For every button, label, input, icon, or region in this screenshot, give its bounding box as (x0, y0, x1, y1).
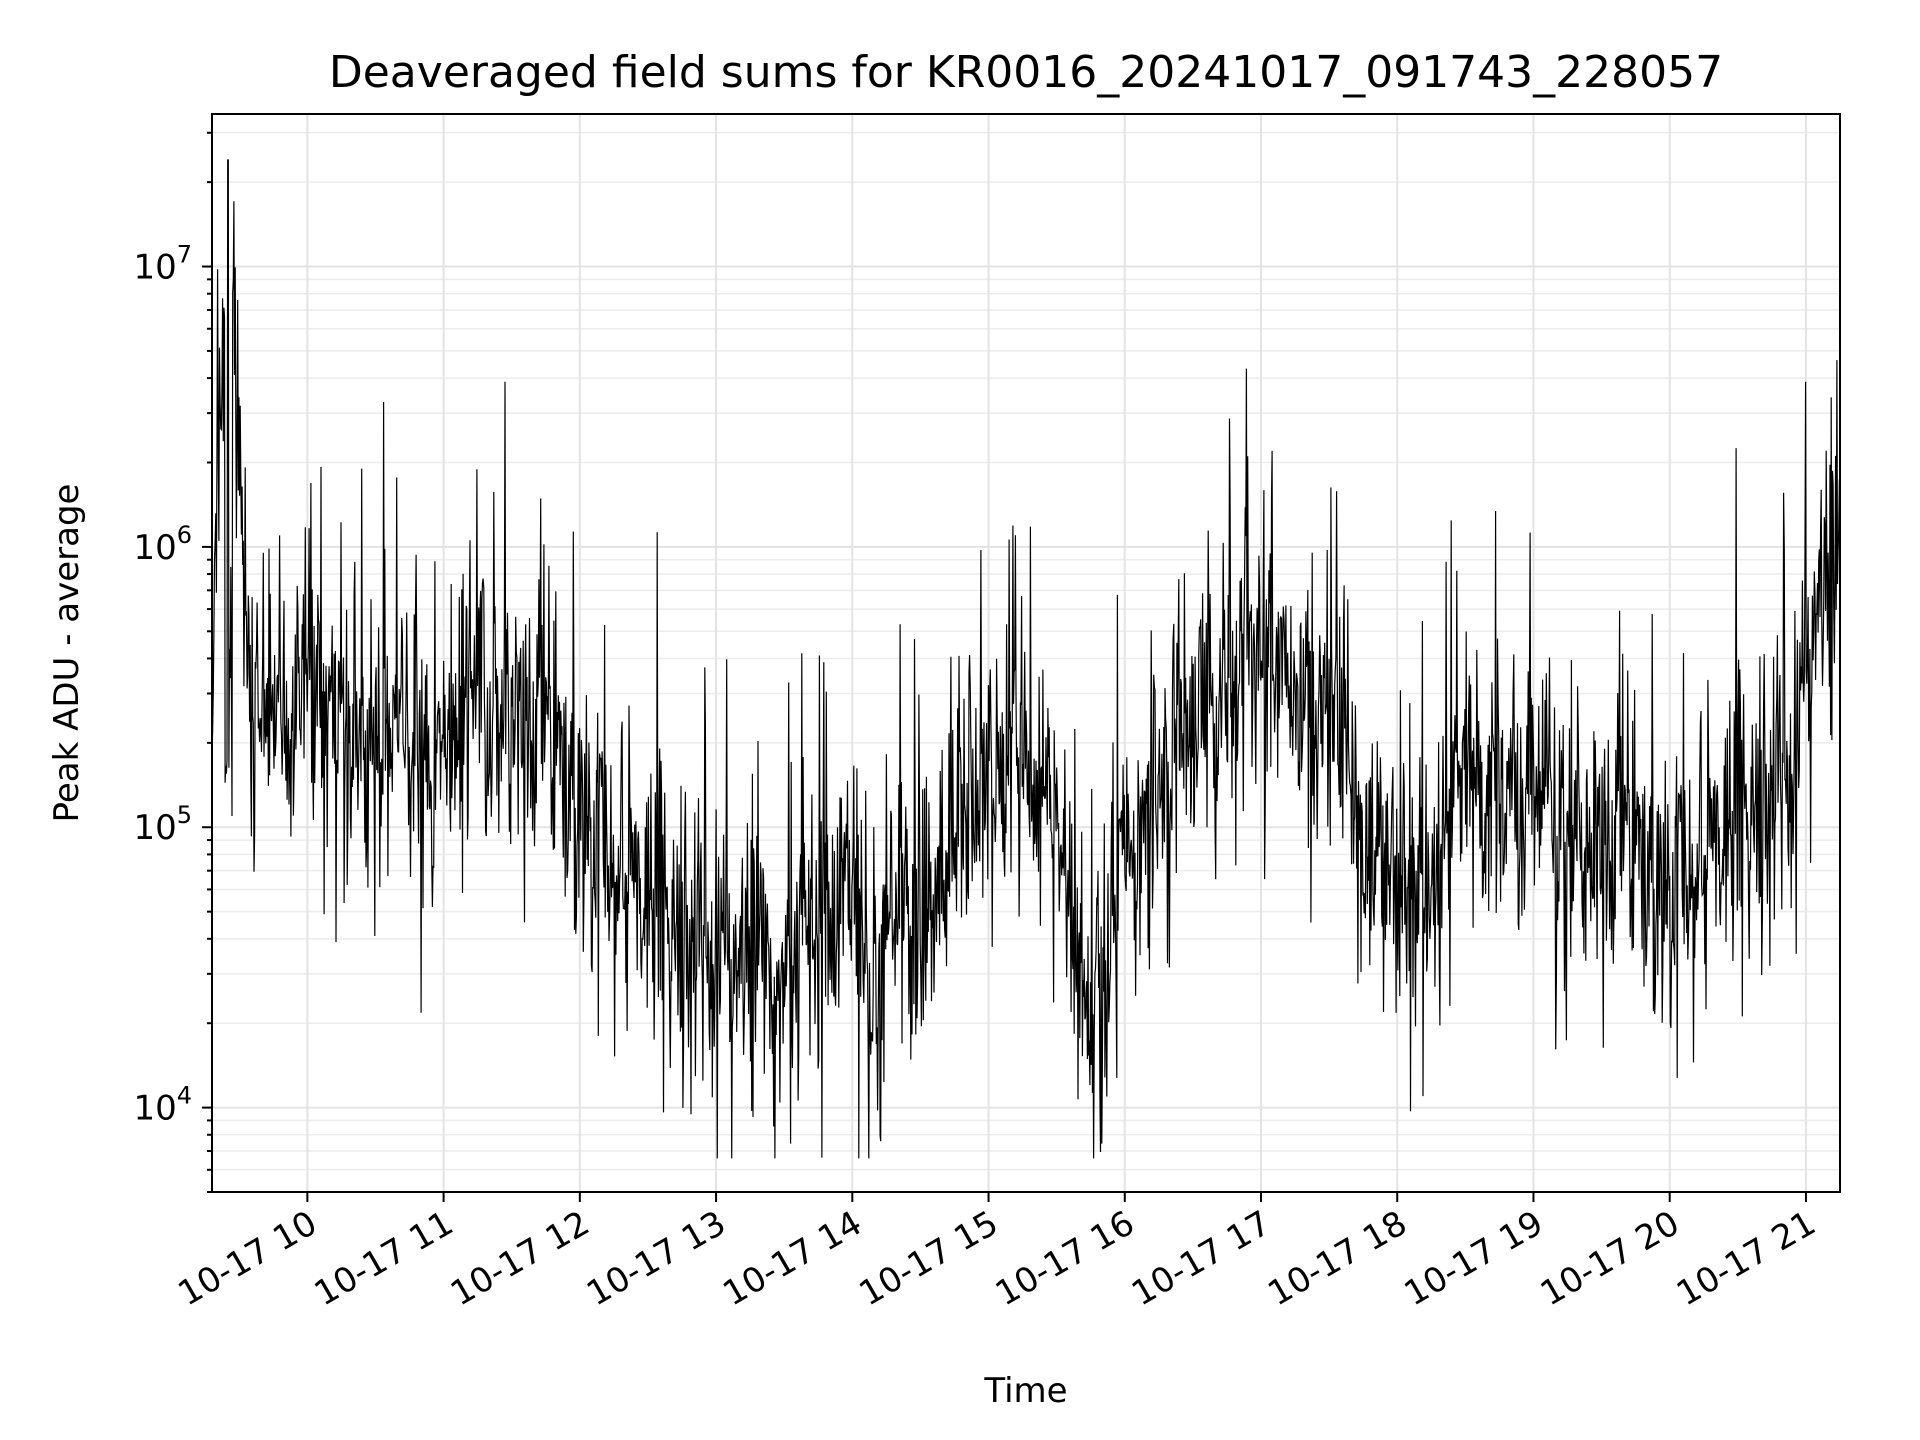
x-tick-label: 10-17 19 (1398, 1203, 1550, 1314)
y-axis-label: Peak ADU - average (47, 484, 87, 823)
chart-title: Deaveraged field sums for KR0016_2024101… (329, 47, 1723, 98)
x-tick-label: 10-17 20 (1534, 1203, 1686, 1314)
x-tick-label: 10-17 15 (853, 1203, 1005, 1314)
x-tick-label: 10-17 10 (171, 1203, 323, 1314)
y-tick-label: 107 (133, 241, 192, 288)
x-tick-label: 10-17 18 (1261, 1203, 1413, 1314)
series-line (211, 159, 1841, 1159)
x-tick-label: 10-17 14 (716, 1203, 868, 1314)
x-tick-label: 10-17 21 (1670, 1203, 1822, 1314)
x-axis-label: Time (983, 1371, 1067, 1411)
y-tick-label: 106 (133, 521, 192, 568)
x-tick-label: 10-17 16 (989, 1203, 1141, 1314)
grid (212, 114, 1840, 1193)
x-tick-label: 10-17 17 (1125, 1203, 1277, 1314)
y-tick-label: 104 (133, 1082, 192, 1129)
plot-frame (211, 113, 1841, 1193)
x-tick-label: 10-17 11 (308, 1203, 460, 1314)
y-tick-label: 105 (133, 801, 192, 848)
x-tick-label: 10-17 12 (444, 1203, 596, 1314)
x-tick-label: 10-17 13 (580, 1203, 732, 1314)
